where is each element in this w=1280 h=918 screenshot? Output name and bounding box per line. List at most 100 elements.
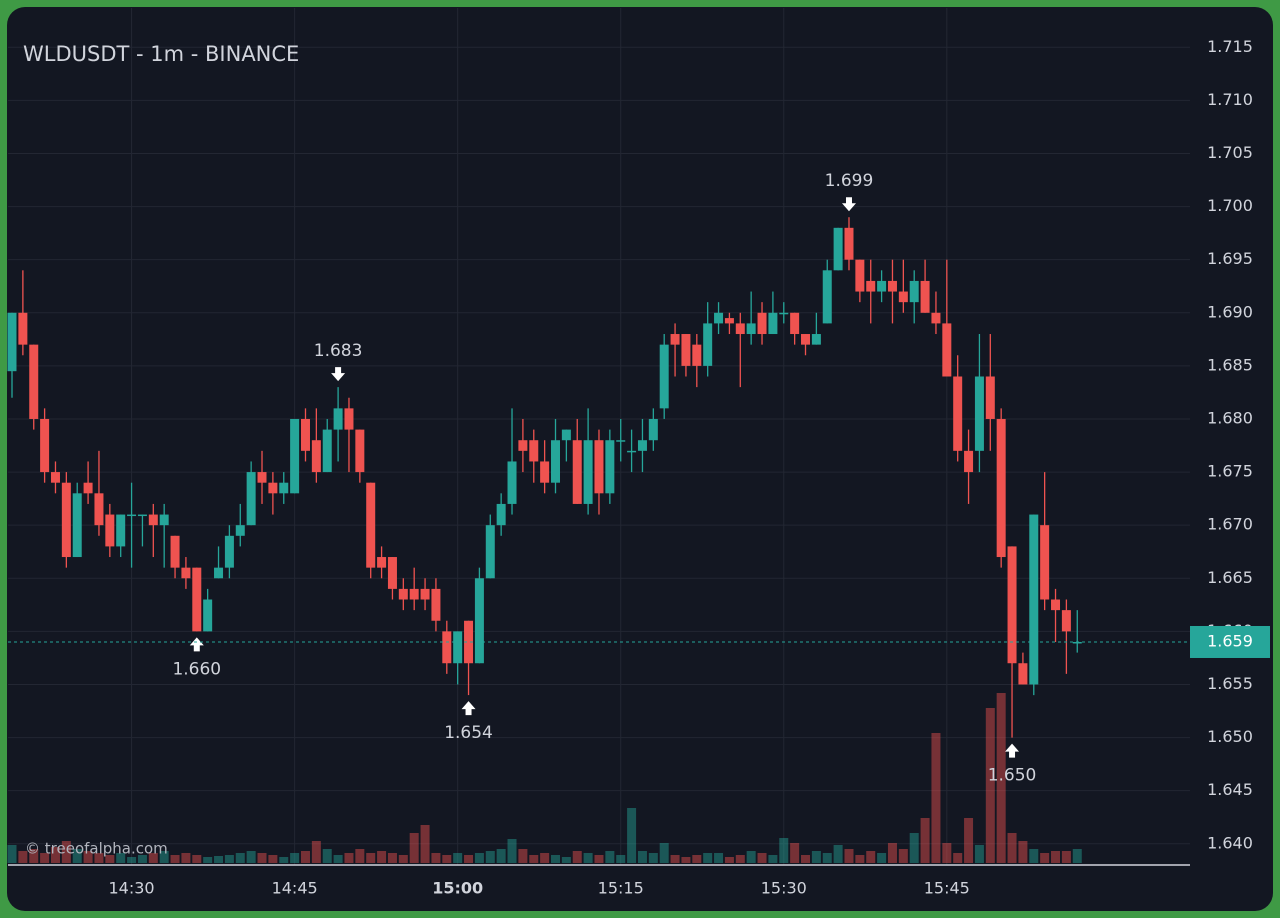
candle-body: [474, 578, 484, 664]
candle-body: [442, 631, 452, 664]
volume-bar: [648, 853, 658, 863]
volume-bar: [246, 851, 256, 863]
volume-bar: [29, 849, 39, 863]
candle-body: [290, 418, 300, 494]
volume-bar: [181, 853, 191, 863]
volume-bar: [398, 855, 408, 863]
x-tick-label: 15:45: [924, 879, 970, 898]
candle-body: [279, 482, 289, 494]
candle-body: [801, 334, 811, 345]
volume-bar: [311, 841, 321, 863]
high-label: 1.683: [314, 341, 363, 361]
low-label: 1.650: [988, 766, 1037, 786]
volume-bar: [355, 849, 365, 863]
volume-bar: [453, 853, 463, 863]
candle-body: [833, 227, 843, 271]
volume-bar: [203, 857, 213, 863]
last-price-label: 1.659: [1207, 631, 1253, 650]
y-tick-label: 1.680: [1207, 408, 1253, 427]
candle-body: [931, 312, 941, 324]
candle-body: [268, 482, 278, 494]
y-tick-label: 1.685: [1207, 355, 1253, 374]
price-arrow: [841, 197, 856, 212]
candle-body: [398, 588, 408, 600]
candle-body: [518, 440, 528, 451]
y-tick-label: 1.640: [1207, 833, 1253, 852]
candle-body: [898, 291, 908, 303]
volume-bar: [877, 853, 887, 863]
candle-body: [257, 472, 267, 483]
price-arrow: [1005, 743, 1020, 758]
volume-bar: [898, 849, 908, 863]
candle-body: [724, 318, 734, 324]
volume-bar: [366, 853, 376, 863]
candle-body: [887, 280, 897, 292]
volume-bar: [833, 845, 843, 863]
volume-bar: [572, 851, 582, 863]
y-tick-label: 1.670: [1207, 515, 1253, 534]
candle-body: [1018, 663, 1028, 685]
high-label: 1.699: [825, 171, 874, 191]
candle-body: [909, 280, 919, 303]
candle-body: [964, 450, 974, 473]
volume-bar: [920, 818, 930, 863]
candle-body: [735, 323, 745, 335]
volume-bar: [127, 857, 137, 863]
candle-body: [529, 440, 539, 462]
candle-body: [192, 567, 202, 632]
candle-body: [409, 588, 419, 600]
y-tick-label: 1.700: [1207, 196, 1253, 215]
candle-body: [561, 429, 571, 441]
candle-body: [246, 472, 256, 526]
volume-bar: [768, 855, 778, 863]
last-price-tag: [1190, 625, 1270, 658]
candle-body: [344, 408, 354, 430]
candle-body: [714, 312, 724, 324]
volume-bar: [1007, 833, 1017, 863]
candle-body: [627, 450, 637, 453]
volume-bar: [1051, 851, 1061, 863]
volume-bar: [1061, 851, 1071, 863]
candle-body: [72, 493, 82, 558]
volume-bar: [507, 839, 517, 863]
volume-bar: [1029, 849, 1039, 863]
volume-bar: [670, 855, 680, 863]
candle-body: [746, 323, 756, 335]
candle-body: [40, 418, 50, 473]
candle-body: [507, 461, 517, 504]
candle-body: [300, 418, 310, 451]
volume-bar: [72, 849, 82, 863]
candle-body: [29, 344, 39, 419]
volume-bar: [551, 855, 560, 863]
volume-bar: [279, 857, 289, 863]
candle-body: [594, 440, 604, 494]
candle-body: [942, 323, 952, 377]
x-tick-label: 15:30: [761, 879, 807, 898]
volume-bar: [377, 851, 387, 863]
volume-bar: [583, 853, 593, 863]
candle-body: [137, 514, 147, 517]
volume-bar: [148, 853, 158, 863]
chart-title: WLDUSDT - 1m - BINANCE: [23, 42, 299, 66]
volume-bar: [344, 853, 354, 863]
candle-body: [1072, 641, 1082, 644]
candle-body: [464, 620, 474, 664]
volume-bar: [866, 851, 876, 863]
volume-bar: [116, 853, 126, 863]
volume-bar: [746, 851, 756, 863]
y-tick-label: 1.705: [1207, 143, 1253, 162]
y-tick-label: 1.690: [1207, 302, 1253, 321]
x-tick-label: 14:30: [109, 879, 155, 898]
volume-bar: [540, 853, 550, 863]
candle-body: [127, 514, 137, 517]
candle-body: [779, 312, 789, 315]
y-tick-label: 1.715: [1207, 37, 1253, 56]
candle-body: [148, 514, 158, 526]
candle-body: [50, 472, 60, 483]
volume-bar: [811, 851, 821, 863]
watermark: © treeofalpha.com: [25, 840, 168, 858]
volume-bar: [1072, 849, 1082, 863]
candle-body: [572, 440, 582, 504]
volume-bar: [887, 843, 897, 863]
volume-bar: [105, 855, 115, 863]
